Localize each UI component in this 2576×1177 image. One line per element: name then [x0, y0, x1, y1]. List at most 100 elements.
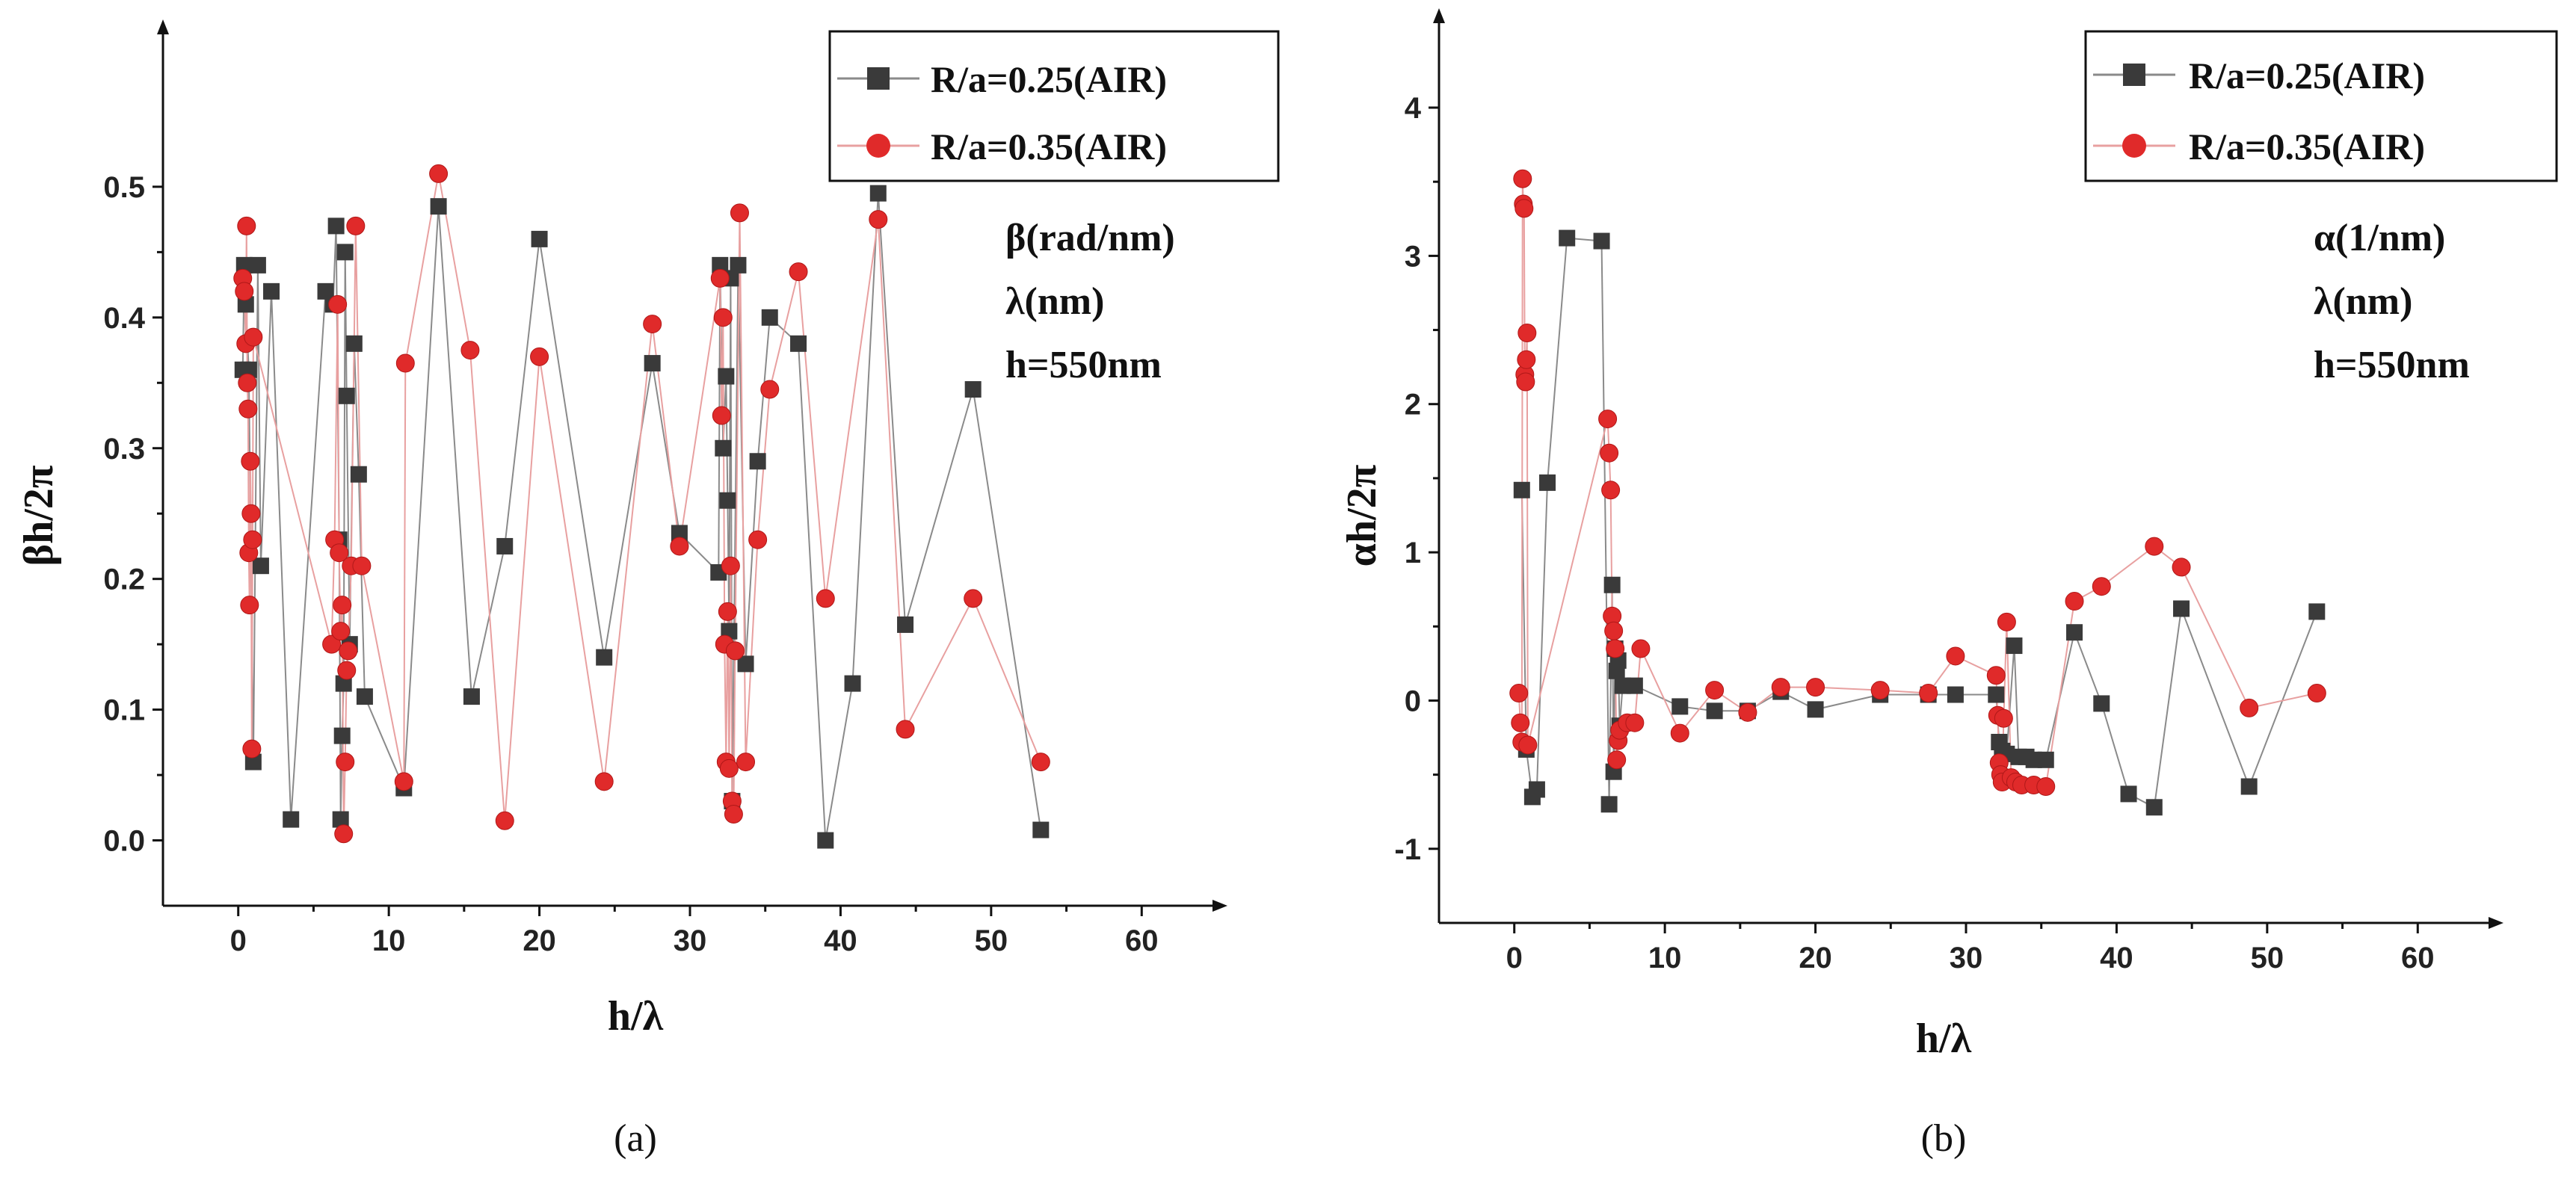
- series-1-point: [2120, 785, 2137, 803]
- series-2-point: [238, 399, 258, 418]
- x-tick-label: 30: [1950, 942, 1983, 974]
- series-2-point: [244, 327, 263, 347]
- series-2-point: [1598, 410, 1618, 429]
- series-2-point: [240, 596, 259, 615]
- series-2-point: [1946, 646, 1965, 666]
- series-2-point: [724, 805, 743, 824]
- series-2-point: [2172, 557, 2191, 577]
- series-1-point: [644, 355, 661, 372]
- x-tick-label: 30: [674, 924, 707, 957]
- series-2-point: [719, 759, 739, 778]
- series-2-line: [241, 173, 1042, 834]
- annotation-b-0: α(1/nm): [2314, 217, 2445, 259]
- y-tick-label: 0.3: [103, 433, 145, 466]
- series-1-point: [1626, 677, 1643, 694]
- annotation-a-1: λ(nm): [1005, 280, 1104, 323]
- x-tick-label: 10: [1648, 942, 1682, 974]
- series-2-point: [1517, 350, 1536, 369]
- annotation-group-b: α(1/nm) λ(nm) h=550nm: [2314, 217, 2470, 386]
- series-2-point: [336, 753, 355, 772]
- series-2-point: [1517, 324, 1537, 343]
- series-2-point: [789, 262, 808, 282]
- series-1-point: [430, 198, 447, 215]
- series-2-point: [2240, 698, 2259, 717]
- series-2-point: [1670, 723, 1689, 743]
- series-2-point: [1518, 735, 1538, 755]
- annotation-b-2: h=550nm: [2314, 344, 2470, 386]
- series-1-point: [317, 282, 334, 300]
- panel-label-a: (a): [614, 1117, 657, 1160]
- series-1-point: [844, 675, 861, 692]
- series-2-point: [337, 661, 357, 680]
- x-tick-label: 20: [1799, 942, 1832, 974]
- series-1-point: [719, 492, 736, 509]
- series-1-point: [596, 649, 613, 666]
- series-1-point: [336, 244, 354, 261]
- y-axis-title-b: αh/2π: [1339, 464, 1385, 566]
- y-axis-title-a: βh/2π: [16, 465, 62, 566]
- series-2-point: [1031, 753, 1050, 772]
- series-1-point: [531, 230, 548, 247]
- series-1-point: [2093, 695, 2110, 712]
- x-tick-label: 20: [523, 924, 556, 957]
- series-2-point: [1986, 666, 2006, 685]
- series-2-point: [1607, 750, 1627, 770]
- legend-marker-circle-a: [866, 134, 890, 158]
- series-1-point: [1559, 229, 1576, 247]
- chart-panel-b: 0 10 20 30 40 50 60 -1 0 1 2 3 4 R/a=0.25(AIR) R/a=0…: [1339, 8, 2558, 1160]
- legend-label-series-1-a: R/a=0.25(AIR): [931, 58, 1167, 100]
- panel-label-b: (b): [1921, 1117, 1967, 1160]
- series-2-point: [760, 380, 780, 399]
- x-axis-title-b: h/λ: [1916, 1016, 1972, 1062]
- series-2-point: [238, 373, 257, 392]
- series-2-point: [896, 720, 915, 739]
- series-1-point: [1513, 481, 1530, 498]
- x-tick-label: 60: [2401, 942, 2435, 974]
- y-tick-label: 2: [1405, 389, 1421, 421]
- series-2-point: [1604, 621, 1624, 640]
- series-2-point: [1631, 639, 1651, 658]
- series-2-point: [346, 216, 366, 235]
- series-2-line: [1517, 179, 2317, 788]
- series-2-point: [333, 596, 352, 615]
- series-2-point: [1516, 372, 1535, 392]
- series-2-point: [330, 543, 349, 563]
- legend-box-b: [2084, 30, 2558, 182]
- series-1-point: [338, 387, 355, 404]
- annotation-a-2: h=550nm: [1005, 344, 1162, 386]
- legend-a: R/a=0.25(AIR) R/a=0.35(AIR): [828, 30, 1280, 182]
- series-1-point: [1947, 686, 1964, 703]
- y-tick-label: 0.2: [103, 563, 145, 596]
- series-2-point: [721, 556, 740, 575]
- series-1-point: [2240, 778, 2258, 795]
- series-2-point: [331, 622, 351, 641]
- series-2-point: [242, 739, 262, 759]
- series-1-point: [730, 256, 747, 274]
- series-2-point: [2307, 684, 2326, 703]
- x-tick-label: 50: [2251, 942, 2284, 974]
- annotation-a-0: β(rad/nm): [1005, 217, 1175, 259]
- series-2-point: [1870, 681, 1890, 700]
- y-tick-label: 0.0: [103, 825, 145, 858]
- series-1-point: [332, 811, 349, 828]
- series-1-point: [252, 557, 269, 575]
- legend-label-series-2-b: R/a=0.35(AIR): [2189, 126, 2425, 167]
- x-axis-title-a: h/λ: [608, 993, 664, 1039]
- series-1-point: [1807, 701, 1824, 718]
- y-axis-arrow: [157, 19, 169, 34]
- annotation-b-1: λ(nm): [2314, 280, 2412, 323]
- series-2-point: [429, 164, 449, 183]
- series-1-line: [241, 193, 1042, 841]
- x-axis-arrow: [1212, 900, 1227, 912]
- series-1-point: [327, 217, 345, 235]
- series-2-point: [1515, 199, 1534, 218]
- series-1-point: [1032, 821, 1050, 838]
- series-2-point: [670, 537, 689, 556]
- series-2-point: [241, 504, 261, 523]
- plot-area-b: [1509, 169, 2326, 816]
- y-tick-label: 1: [1405, 537, 1421, 569]
- series-1-point: [712, 256, 729, 274]
- series-1-point: [737, 655, 754, 673]
- legend-box-a: [828, 30, 1280, 182]
- x-tick-label: 0: [1506, 942, 1523, 974]
